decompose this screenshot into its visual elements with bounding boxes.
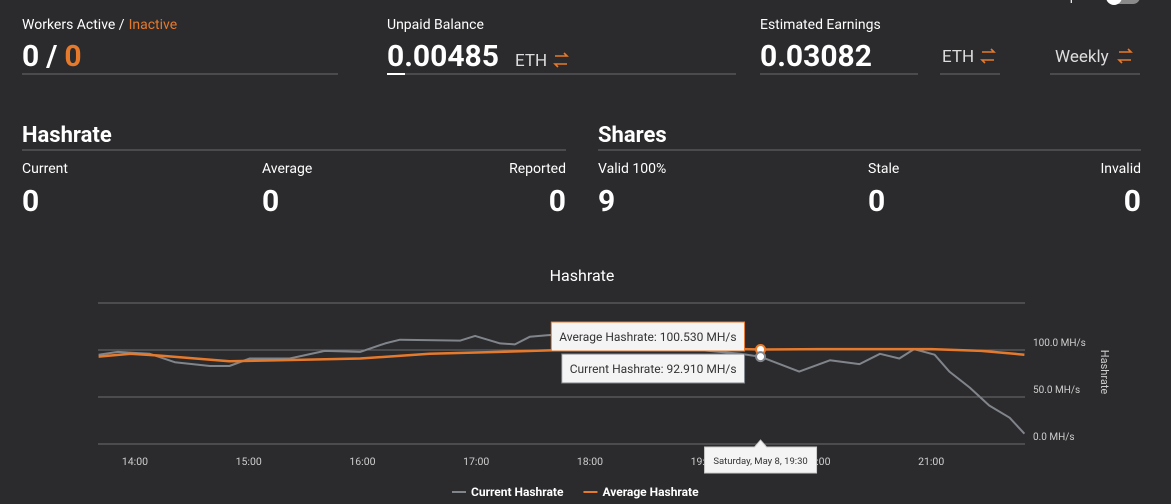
earnings-period[interactable]: Weekly [1055,47,1109,67]
date-label: Saturday, May 8, 19:30 [713,456,807,467]
earnings-unit[interactable]: ETH [942,47,974,67]
stat-value: 0 [1124,184,1141,219]
workers-value: 0/0 [22,39,82,74]
workers-active: 0 [22,39,39,74]
stat-label: Invalid [1100,161,1141,177]
stat-label: Valid 100% [598,161,666,177]
workers-active-label: Workers Active / [22,17,125,33]
earnings-label: Estimated Earnings [760,17,881,33]
hover-point [755,351,767,363]
swap-icon[interactable] [1117,48,1133,64]
workers-separator: / [45,39,57,74]
unpaid-label: Unpaid Balance [387,17,484,33]
x-tick-label: 16:00 [349,455,375,468]
hashrate-heading: Hashrate [22,123,112,148]
y-tick-label: 50.0 MH/s [1033,385,1080,396]
toggle-knob[interactable] [1106,0,1122,5]
legend-label[interactable]: Current Hashrate [471,485,564,499]
series-line [98,346,1025,363]
tooltip-text: Current Hashrate: 92.910 MH/s [570,362,737,376]
tooltip: Current Hashrate: 92.910 MH/s [561,353,746,384]
x-tick-label: 17:00 [463,455,489,468]
shares-heading: Shares [598,123,667,148]
chart-title: Hashrate [550,266,615,285]
auto-update-label: Auto Update [1028,0,1105,4]
tooltip-box [550,321,746,352]
workers-label: Workers Active / Inactive [22,17,177,33]
stat-label: Stale [868,161,899,177]
stat-value: 9 [598,184,615,219]
x-tick-label: 21:00 [918,455,944,468]
workers-inactive: 0 [64,39,81,74]
x-tick-label: 14:00 [122,455,148,468]
workers-inactive-label: Inactive [129,17,178,33]
swap-icon[interactable] [980,48,996,64]
stat-label: Current [22,161,68,177]
legend-label[interactable]: Average Hashrate [602,485,699,499]
x-tick-label: 18:00 [577,455,603,468]
stat-value: 0 [868,184,885,219]
unpaid-value: 0.00485 [387,39,499,74]
x-tick-label: 15:00 [236,455,262,468]
stat-label: Average [262,161,312,177]
y-tick-label: 0.0 MH/s [1033,432,1075,443]
stat-value: 0 [549,184,566,219]
chart: 0.0 MH/s 50.0 MH/s 100.0 MH/s Hashrate 14:00… [98,302,1111,499]
swap-icon[interactable] [553,52,569,68]
tooltip: Average Hashrate: 100.530 MH/s [550,321,746,352]
stat-label: Reported [509,161,566,177]
earnings-value: 0.03082 [760,39,872,74]
y-axis-title: Hashrate [1098,350,1111,395]
date-tooltip: Saturday, May 8, 19:30 [704,439,818,474]
tooltip-text: Average Hashrate: 100.530 MH/s [559,330,736,344]
date-box [704,439,818,474]
y-tick-label: 100.0 MH/s [1033,338,1086,349]
unpaid-unit[interactable]: ETH [515,51,547,71]
stat-value: 0 [22,184,39,219]
stat-value: 0 [262,184,279,219]
tooltip-box [561,353,746,384]
